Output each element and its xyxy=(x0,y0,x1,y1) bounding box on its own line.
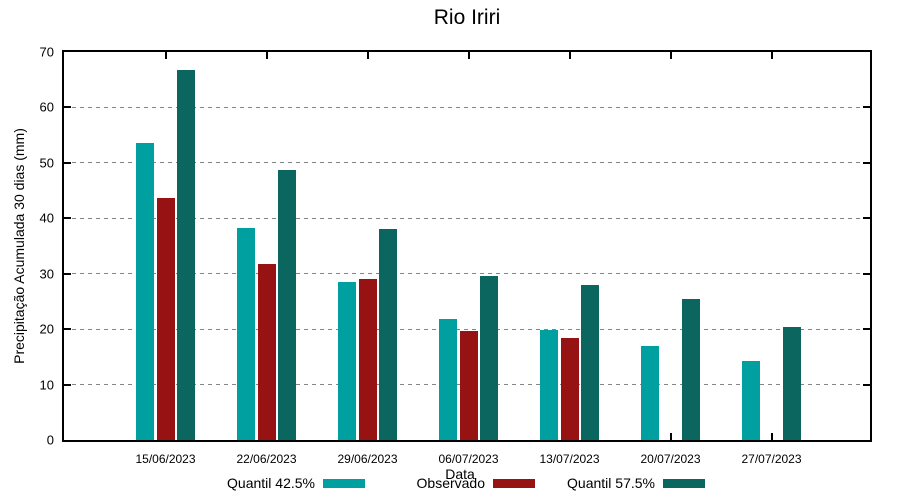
y-tick-right-60 xyxy=(863,106,870,109)
x-tick-label-3: 06/07/2023 xyxy=(438,452,499,466)
bar-quantil-42.5--3 xyxy=(439,319,457,440)
y-tick-right-50 xyxy=(863,161,870,164)
x-tick-top-3 xyxy=(467,52,470,59)
bar-quantil-57.5--5 xyxy=(682,299,700,440)
x-tick-top-4 xyxy=(568,52,571,59)
legend-swatch-0 xyxy=(323,478,365,488)
y-tick-label-20: 20 xyxy=(39,321,54,337)
legend-swatch-2 xyxy=(663,478,705,488)
chart-title: Rio Iriri xyxy=(433,6,501,29)
legend-entry-2: Quantil 57.5% xyxy=(535,475,705,491)
bar-observado-4 xyxy=(560,338,579,440)
x-tick-label-2: 29/06/2023 xyxy=(337,452,398,466)
legend-label-0: Quantil 42.5% xyxy=(227,475,315,491)
y-tick-right-30 xyxy=(863,272,870,275)
x-tick-top-1 xyxy=(265,52,268,59)
y-tick-label-70: 70 xyxy=(39,44,54,60)
y-tick-left-60 xyxy=(64,106,71,109)
bar-observado-3 xyxy=(459,330,478,440)
bar-quantil-42.5--4 xyxy=(540,329,558,440)
legend-swatch-1 xyxy=(493,478,535,488)
y-tick-label-60: 60 xyxy=(39,99,54,115)
bar-quantil-57.5--0 xyxy=(177,69,195,440)
x-tick-label-0: 15/06/2023 xyxy=(135,452,196,466)
y-tick-label-10: 10 xyxy=(39,377,54,393)
legend-label-2: Quantil 57.5% xyxy=(567,475,655,491)
x-tick-label-6: 27/07/2023 xyxy=(741,452,802,466)
x-tick-bottom-6 xyxy=(770,433,773,440)
x-axis-label: Data xyxy=(445,466,475,482)
x-tick-top-0 xyxy=(164,52,167,59)
y-tick-left-30 xyxy=(64,272,71,275)
y-tick-right-40 xyxy=(863,217,870,220)
y-tick-left-10 xyxy=(64,383,71,386)
bar-quantil-42.5--2 xyxy=(338,282,356,440)
y-tick-left-40 xyxy=(64,217,71,220)
x-tick-top-5 xyxy=(669,52,672,59)
bar-observado-1 xyxy=(257,264,276,440)
x-tick-label-4: 13/07/2023 xyxy=(539,452,600,466)
y-tick-label-40: 40 xyxy=(39,210,54,226)
legend-label-1: Observado xyxy=(416,475,485,491)
x-tick-top-6 xyxy=(770,52,773,59)
y-tick-left-20 xyxy=(64,328,71,331)
y-tick-label-50: 50 xyxy=(39,155,54,171)
x-tick-top-2 xyxy=(366,52,369,59)
x-tick-label-5: 20/07/2023 xyxy=(640,452,701,466)
legend-entry-0: Quantil 42.5% xyxy=(195,475,365,491)
bar-observado-2 xyxy=(358,278,377,440)
y-tick-left-50 xyxy=(64,161,71,164)
bar-quantil-57.5--3 xyxy=(480,275,498,440)
y-tick-right-10 xyxy=(863,383,870,386)
bar-observado-0 xyxy=(156,197,175,440)
bar-quantil-57.5--4 xyxy=(581,285,599,440)
legend-entry-1: Observado xyxy=(365,475,535,491)
gridline-40 xyxy=(64,217,870,219)
y-tick-label-30: 30 xyxy=(39,266,54,282)
legend: Quantil 42.5% Observado Quantil 57.5% xyxy=(195,475,705,491)
bar-quantil-42.5--5 xyxy=(641,345,659,440)
bar-quantil-42.5--1 xyxy=(237,228,255,440)
y-tick-label-0: 0 xyxy=(46,432,54,448)
y-tick-right-20 xyxy=(863,328,870,331)
bar-quantil-42.5--6 xyxy=(742,361,760,440)
x-tick-bottom-5 xyxy=(669,433,672,440)
gridline-50 xyxy=(64,162,870,164)
gridline-20 xyxy=(64,328,870,330)
plot-area xyxy=(62,50,872,442)
bar-quantil-57.5--1 xyxy=(278,169,296,440)
bar-quantil-57.5--2 xyxy=(379,229,397,440)
x-tick-label-1: 22/06/2023 xyxy=(236,452,297,466)
bar-quantil-42.5--0 xyxy=(136,143,154,440)
gridline-60 xyxy=(64,106,870,108)
bar-quantil-57.5--6 xyxy=(783,326,801,440)
gridline-30 xyxy=(64,273,870,275)
